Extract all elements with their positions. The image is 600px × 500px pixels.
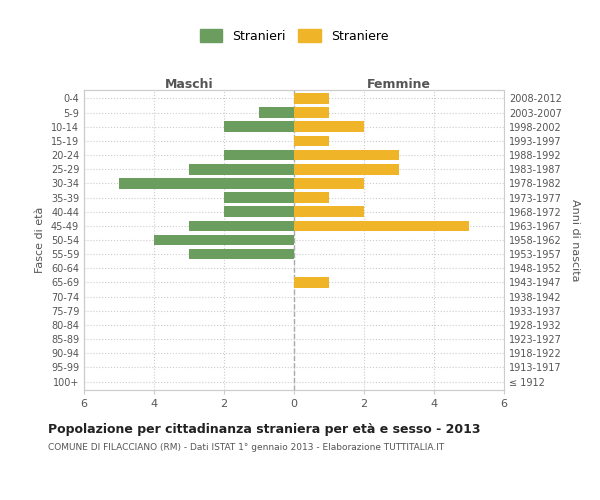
Bar xyxy=(189,164,294,174)
Bar xyxy=(294,136,329,146)
Bar xyxy=(294,122,364,132)
Bar xyxy=(294,178,364,188)
Y-axis label: Fasce di età: Fasce di età xyxy=(35,207,45,273)
Bar xyxy=(224,206,294,217)
Text: Maschi: Maschi xyxy=(164,78,214,92)
Text: COMUNE DI FILACCIANO (RM) - Dati ISTAT 1° gennaio 2013 - Elaborazione TUTTITALIA: COMUNE DI FILACCIANO (RM) - Dati ISTAT 1… xyxy=(48,442,444,452)
Text: Femmine: Femmine xyxy=(367,78,431,92)
Bar xyxy=(294,277,329,288)
Bar xyxy=(189,220,294,231)
Text: Popolazione per cittadinanza straniera per età e sesso - 2013: Popolazione per cittadinanza straniera p… xyxy=(48,422,481,436)
Bar xyxy=(154,234,294,246)
Bar xyxy=(294,150,399,160)
Bar xyxy=(119,178,294,188)
Bar xyxy=(294,220,469,231)
Bar xyxy=(259,108,294,118)
Bar xyxy=(294,93,329,104)
Bar xyxy=(294,108,329,118)
Bar xyxy=(224,122,294,132)
Bar xyxy=(224,150,294,160)
Bar xyxy=(294,206,364,217)
Bar xyxy=(294,164,399,174)
Bar xyxy=(189,249,294,260)
Bar xyxy=(224,192,294,203)
Y-axis label: Anni di nascita: Anni di nascita xyxy=(570,198,580,281)
Bar xyxy=(294,192,329,203)
Legend: Stranieri, Straniere: Stranieri, Straniere xyxy=(195,24,393,48)
